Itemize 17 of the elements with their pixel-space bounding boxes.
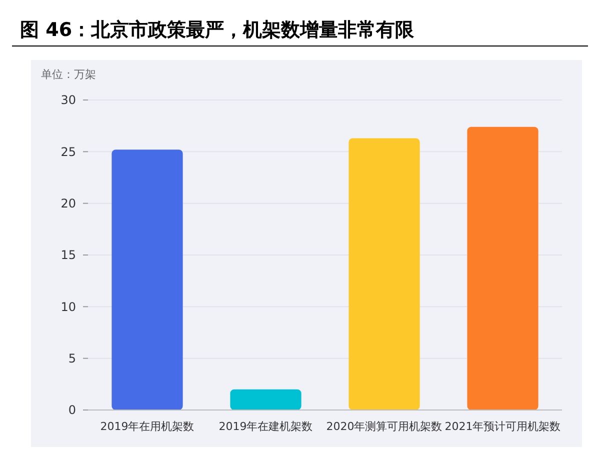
y-tick-label: 5 (68, 352, 76, 366)
y-axis-title: 单位：万架 (41, 68, 96, 81)
chart-title: 图 46：北京市政策最严，机架数增量非常有限 (20, 19, 416, 41)
y-tick-label: 20 (60, 196, 76, 211)
x-tick-label: 2019年在建机架数 (218, 420, 313, 433)
bar (348, 138, 420, 410)
y-tick-label: 25 (60, 144, 76, 159)
y-tick-label: 10 (60, 300, 76, 314)
x-tick-label: 2020年测算可用机架数 (326, 420, 442, 433)
bar (467, 126, 538, 410)
x-tick-label: 2021年预计可用机架数 (444, 420, 561, 433)
bar (112, 150, 183, 410)
y-tick-label: 30 (60, 93, 76, 108)
y-tick-label: 0 (68, 403, 76, 418)
y-tick-label: 15 (60, 248, 76, 262)
x-tick-label: 2019年在用机架数 (100, 420, 194, 433)
bar (230, 389, 302, 410)
